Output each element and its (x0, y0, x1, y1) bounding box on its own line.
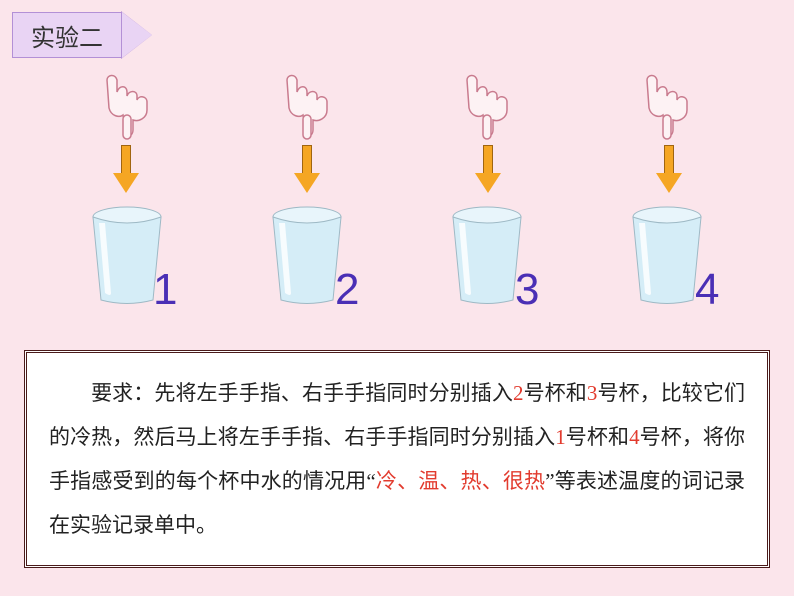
cup-number: 2 (335, 265, 359, 315)
cup-number: 3 (515, 265, 539, 315)
instr-cup-ref: 2 (513, 381, 524, 405)
down-arrows-row (0, 145, 794, 195)
instr-cup-ref: 1 (555, 425, 566, 449)
instr-cup-ref: 4 (629, 425, 640, 449)
arrow-down-icon (656, 145, 682, 195)
arrow-down-icon (113, 145, 139, 195)
instruction-box: 要求：先将左手手指、右手手指同时分别插入2号杯和3号杯，比较它们的冷热，然后马上… (24, 350, 770, 568)
cups-row (0, 205, 794, 310)
hand-icon (97, 70, 157, 140)
hand-icon (637, 70, 697, 140)
cup-number: 1 (153, 265, 177, 315)
instr-text: 号杯和 (523, 381, 586, 405)
arrow-down-icon (475, 145, 501, 195)
instr-temps: 冷、温、热、很热 (376, 469, 545, 493)
hands-row (0, 70, 794, 140)
hand-icon (457, 70, 517, 140)
instr-text: 要求：先将左手手指、右手手指同时分别插入 (91, 381, 513, 405)
cup-number: 4 (695, 265, 719, 315)
instr-cup-ref: 3 (587, 381, 598, 405)
arrow-down-icon (294, 145, 320, 195)
experiment-banner: 实验二 (12, 12, 152, 58)
instr-text: 号杯和 (566, 425, 629, 449)
hand-icon (277, 70, 337, 140)
banner-arrowhead (122, 12, 152, 58)
banner-label: 实验二 (12, 12, 122, 58)
